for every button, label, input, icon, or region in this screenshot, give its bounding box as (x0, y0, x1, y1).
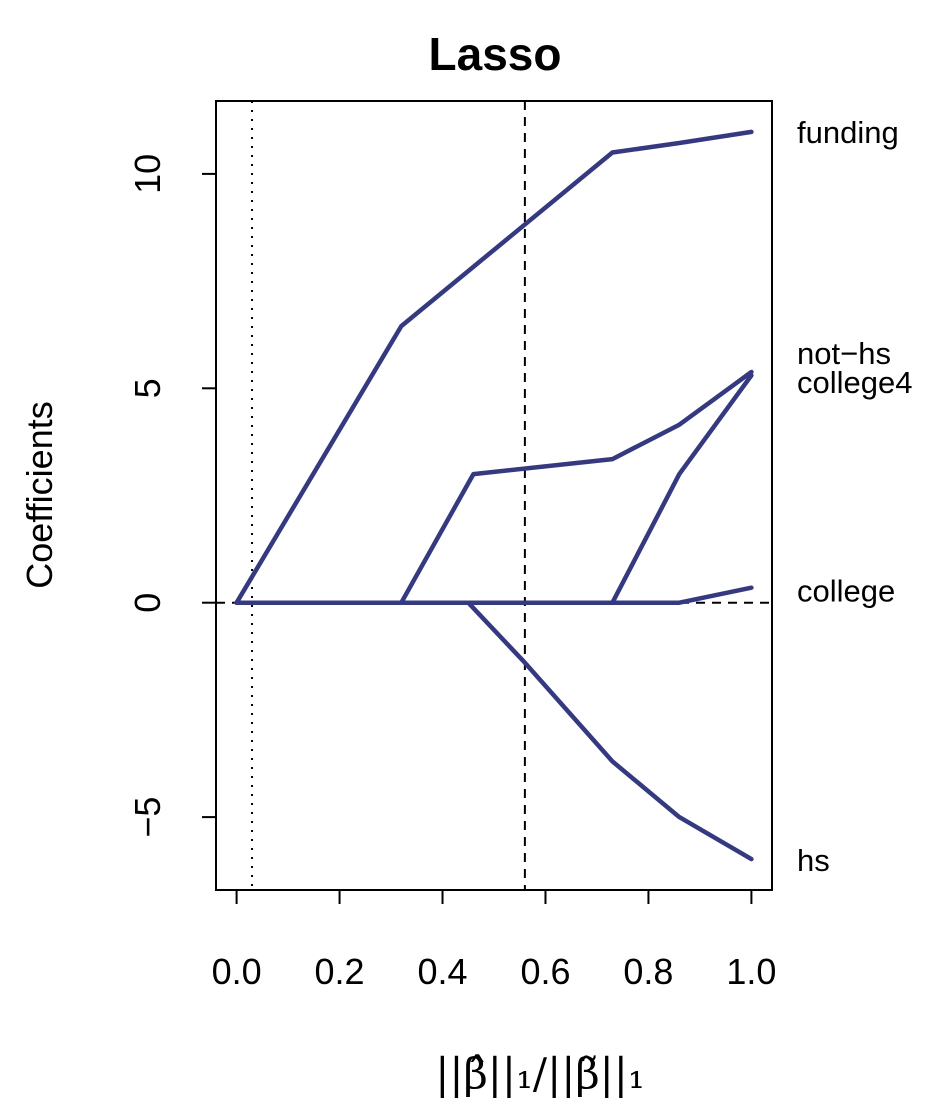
x-tick-label-3: 0.6 (520, 951, 570, 992)
x-tick-label-2: 0.4 (417, 951, 467, 992)
series-lines (234, 129, 754, 862)
x-tick-label-4: 0.8 (623, 951, 673, 992)
series-label-not−hs: not−hs (797, 336, 891, 371)
x-tick-label-1: 0.2 (315, 951, 365, 992)
chart-title: Lasso (429, 28, 562, 80)
y-tick-label-0: −5 (127, 797, 168, 838)
series-label-funding: funding (797, 115, 899, 150)
x-tick-label-0: 0.0 (212, 951, 262, 992)
plot-frame (215, 100, 773, 891)
x-axis-label: ||β̂||₁/||β̃||₁ (435, 1049, 645, 1098)
series-line-funding (234, 129, 754, 605)
series-line-hs (234, 600, 754, 862)
series-label-college: college (797, 574, 895, 609)
x-tick-label-5: 1.0 (726, 951, 776, 992)
series-line-college4 (234, 373, 754, 605)
y-tick-label-1: 0 (127, 593, 168, 613)
series-label-college4: college4 (797, 365, 912, 400)
y-axis: −5 0 5 10 (127, 154, 216, 838)
series-label-hs: hs (797, 843, 830, 878)
x-axis: 0.0 0.2 0.4 0.6 0.8 1.0 (212, 890, 776, 992)
y-tick-label-2: 5 (127, 378, 168, 398)
y-tick-label-3: 10 (127, 154, 168, 194)
y-axis-label: Coefficients (19, 401, 60, 588)
